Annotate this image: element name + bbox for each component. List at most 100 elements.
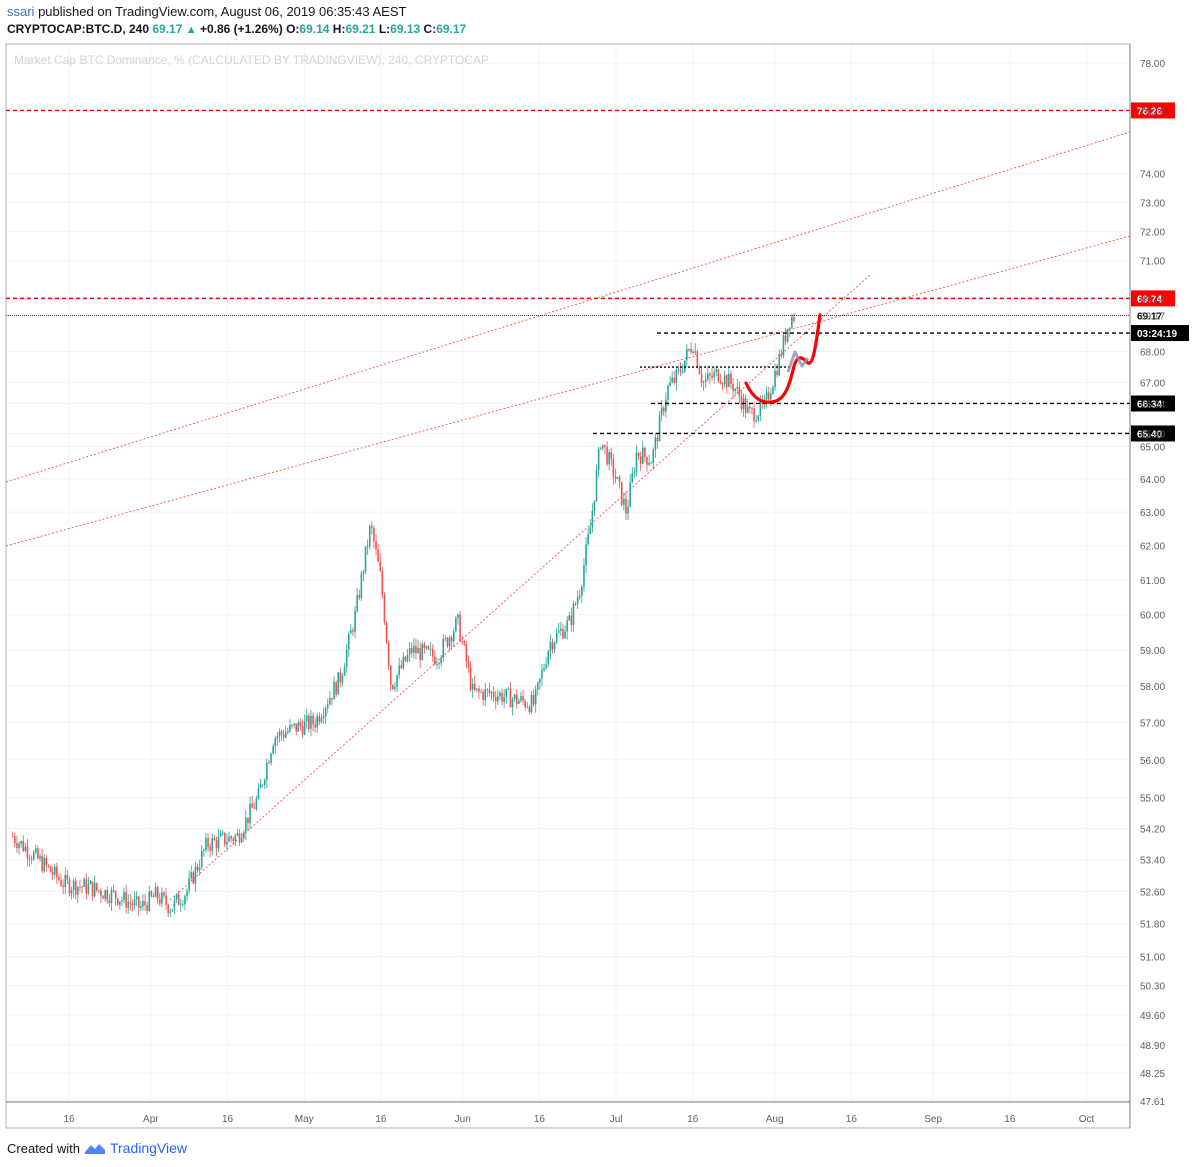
candle-body xyxy=(123,892,125,900)
price-axis[interactable]: 78.00 76.26 74.00 73.00 72.00 71.00 69.74 69.17… xyxy=(1140,59,1165,1108)
candle-body xyxy=(308,715,310,730)
candle-body xyxy=(140,906,142,908)
candle-body xyxy=(476,688,478,690)
candle-body xyxy=(576,597,579,604)
projection-curve xyxy=(744,313,822,404)
candle-body xyxy=(593,500,596,511)
candle-body xyxy=(337,672,340,695)
candle-body xyxy=(83,879,85,887)
y-tick-label: 52.60 xyxy=(1140,887,1165,898)
x-tick-label: Jun xyxy=(455,1114,471,1125)
candle-body xyxy=(144,900,146,906)
candle-body xyxy=(232,838,235,842)
y-tick-label: 66.34 xyxy=(1140,399,1165,410)
candle-body xyxy=(215,840,218,849)
candle-body xyxy=(698,367,701,375)
candle-body xyxy=(547,651,550,665)
candle-body xyxy=(654,437,657,450)
y-tick-label: 67.00 xyxy=(1140,379,1165,390)
candle-body xyxy=(182,904,184,906)
candle-body xyxy=(572,604,575,625)
candle-body xyxy=(587,533,589,545)
candle-body xyxy=(627,506,629,514)
horizontal-levels[interactable]: 76.26 69.74 69.17 03:24:19 66.34 65.40 xyxy=(6,102,1189,442)
candle-body xyxy=(188,878,190,891)
candle-body xyxy=(192,872,195,884)
candle-body xyxy=(293,723,295,725)
candle-body xyxy=(135,896,138,900)
candle-body xyxy=(704,379,707,383)
level-price-box xyxy=(1131,325,1189,342)
candle-body xyxy=(616,476,619,479)
candle-body xyxy=(173,899,176,910)
candle-body xyxy=(585,544,587,566)
publisher-link[interactable]: ssari xyxy=(7,4,35,19)
candle-body xyxy=(310,715,312,730)
level-price-box xyxy=(1131,102,1175,119)
time-axis[interactable]: 16 Apr 16 May 16 Jun 16 Jul 16 Aug 16 Sep 16 Oct xyxy=(63,1114,1094,1125)
y-tick-label: 60.00 xyxy=(1140,611,1165,622)
candle-body xyxy=(58,877,60,880)
candle-body xyxy=(51,872,54,875)
candle-body xyxy=(272,746,274,754)
candle-body xyxy=(28,858,31,860)
candle-body xyxy=(137,896,140,908)
candle-body xyxy=(683,360,686,372)
candle-body xyxy=(446,637,449,647)
candle-body xyxy=(184,896,186,905)
chart-grid xyxy=(6,44,1130,1102)
candle-body xyxy=(457,614,459,618)
projection-drawing xyxy=(744,313,822,404)
candle-body xyxy=(557,630,560,633)
candle-body xyxy=(205,837,207,850)
candle-body xyxy=(163,892,165,896)
candle-body xyxy=(444,637,447,639)
candle-body xyxy=(679,369,682,373)
candle-body xyxy=(278,731,281,737)
symbol-label[interactable]: CRYPTOCAP:BTC.D, 240 xyxy=(7,22,150,36)
candle-body xyxy=(37,848,39,859)
y-tick-label: 64.00 xyxy=(1140,475,1165,486)
candle-body xyxy=(415,645,417,654)
candle-body xyxy=(780,354,783,356)
candle-body xyxy=(648,463,650,465)
x-tick-label: 16 xyxy=(63,1114,75,1125)
x-tick-label: 16 xyxy=(687,1114,699,1125)
candle-body xyxy=(711,375,713,378)
candle-body xyxy=(266,762,268,781)
y-tick-label: 74.00 xyxy=(1140,170,1165,181)
candle-body xyxy=(774,370,776,388)
candle-body xyxy=(49,866,52,873)
candle-body xyxy=(602,444,604,449)
candle-body xyxy=(77,886,79,895)
candle-body xyxy=(751,408,753,410)
x-tick-label: 16 xyxy=(375,1114,387,1125)
candle-body xyxy=(95,882,98,890)
level-price-label: 76.26 xyxy=(1137,106,1162,117)
candle-body xyxy=(41,856,43,872)
candle-body xyxy=(614,476,617,479)
candle-body xyxy=(129,901,132,904)
y-tick-label: 51.00 xyxy=(1140,952,1165,963)
candle-body xyxy=(604,444,606,447)
candle-body xyxy=(448,637,451,647)
candle-body xyxy=(509,688,512,708)
candle-body xyxy=(427,646,430,650)
candle-body xyxy=(646,457,648,465)
trendlines xyxy=(5,131,1131,901)
candle-body xyxy=(440,657,442,664)
candle-body xyxy=(339,672,342,683)
candle-body xyxy=(494,697,497,702)
candle-body xyxy=(562,628,564,639)
high-label: H: xyxy=(332,22,346,36)
tradingview-brand[interactable]: TradingView xyxy=(109,1140,188,1156)
candle-body xyxy=(702,382,705,383)
candle-body xyxy=(707,373,709,380)
candle-body xyxy=(469,667,472,690)
candle-body xyxy=(22,840,25,851)
candle-body xyxy=(555,632,558,643)
candle-body xyxy=(490,691,493,694)
candle-body xyxy=(194,866,197,884)
y-tick-label: 51.80 xyxy=(1140,920,1165,931)
